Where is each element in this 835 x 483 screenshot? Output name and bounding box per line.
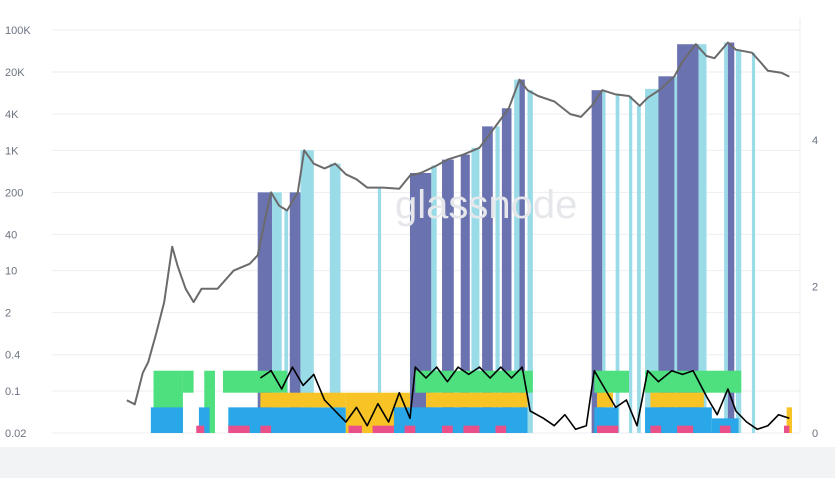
vertical-band — [514, 79, 520, 433]
bottom-block — [198, 407, 210, 433]
y-left-tick-label: 40 — [5, 229, 17, 241]
y-left-tick-label: 100K — [5, 25, 31, 37]
vertical-band — [377, 187, 382, 433]
y-right-tick-label: 2 — [812, 281, 818, 293]
y-right-tick-label: 4 — [812, 135, 818, 147]
y-axis-left: 100K 20K 4K 1K 200 40 10 2 0.4 0.1 0.02 — [5, 25, 31, 440]
bottom-block — [415, 370, 533, 393]
vertical-band — [289, 192, 301, 433]
y-right-tick-label: 0 — [812, 428, 818, 440]
index-line — [259, 366, 790, 431]
vertical-band — [602, 90, 606, 433]
vertical-band — [727, 42, 735, 433]
bottom-block — [596, 425, 619, 433]
vertical-band — [501, 108, 512, 434]
y-left-tick-label: 20K — [5, 67, 25, 79]
y-axis-right: 0 2 4 — [812, 135, 818, 440]
bottom-block — [442, 425, 453, 433]
vertical-band — [629, 95, 633, 433]
vertical-band — [645, 88, 659, 433]
bottom-block — [786, 407, 792, 433]
vertical-band — [724, 42, 728, 433]
watermark: glassnode — [395, 183, 577, 227]
vertical-band — [751, 52, 756, 433]
bottom-block — [196, 425, 205, 433]
y-left-tick-label: 200 — [5, 187, 23, 199]
vertical-band — [284, 210, 289, 433]
price-line — [126, 41, 790, 406]
y-left-tick-label: 10 — [5, 266, 17, 278]
bottom-block — [260, 392, 346, 408]
vertical-band — [527, 90, 533, 433]
vertical-band — [698, 44, 707, 434]
bottom-block — [495, 425, 507, 433]
vertical-band — [300, 150, 314, 433]
vertical-bands — [257, 42, 756, 434]
vertical-band — [329, 163, 341, 433]
vertical-band — [677, 44, 699, 434]
vertical-band — [591, 90, 603, 433]
vertical-band — [471, 147, 480, 433]
vertical-band — [272, 192, 282, 433]
y-left-tick-label: 2 — [5, 308, 11, 320]
bottom-blocks — [150, 370, 792, 433]
bottom-block — [222, 370, 288, 393]
bottom-block — [650, 392, 704, 408]
series-lines — [126, 41, 790, 431]
vertical-band — [495, 126, 500, 433]
y-left-tick-label: 0.02 — [5, 428, 26, 440]
bottom-block — [463, 425, 480, 433]
x-axis-bar — [0, 447, 835, 478]
bottom-block — [182, 370, 194, 393]
y-left-tick-label: 4K — [5, 109, 19, 121]
bottom-block — [372, 425, 394, 433]
bottom-block — [204, 370, 215, 433]
vertical-band — [482, 126, 493, 433]
y-left-tick-label: 0.4 — [5, 350, 20, 362]
bottom-block — [594, 370, 630, 393]
bottom-block — [650, 425, 662, 433]
bottom-block — [150, 407, 183, 433]
vertical-band — [615, 94, 620, 434]
y-left-tick-label: 0.1 — [5, 386, 20, 398]
bottom-block — [348, 425, 362, 433]
vertical-band — [674, 76, 678, 433]
bottom-block — [260, 425, 272, 433]
vertical-band — [460, 154, 470, 433]
vertical-band — [637, 105, 641, 433]
bottom-block — [426, 392, 528, 408]
vertical-band — [735, 49, 742, 433]
bottom-block — [645, 370, 742, 393]
y-left-tick-label: 1K — [5, 145, 19, 157]
vertical-band — [658, 76, 675, 433]
vertical-band — [519, 79, 525, 433]
bottom-block — [677, 425, 694, 433]
bottom-block — [404, 425, 416, 433]
vertical-band — [442, 159, 454, 433]
bottom-block — [228, 425, 250, 433]
bottom-block — [719, 425, 731, 433]
vertical-band — [431, 165, 437, 433]
bottom-block — [783, 425, 790, 433]
